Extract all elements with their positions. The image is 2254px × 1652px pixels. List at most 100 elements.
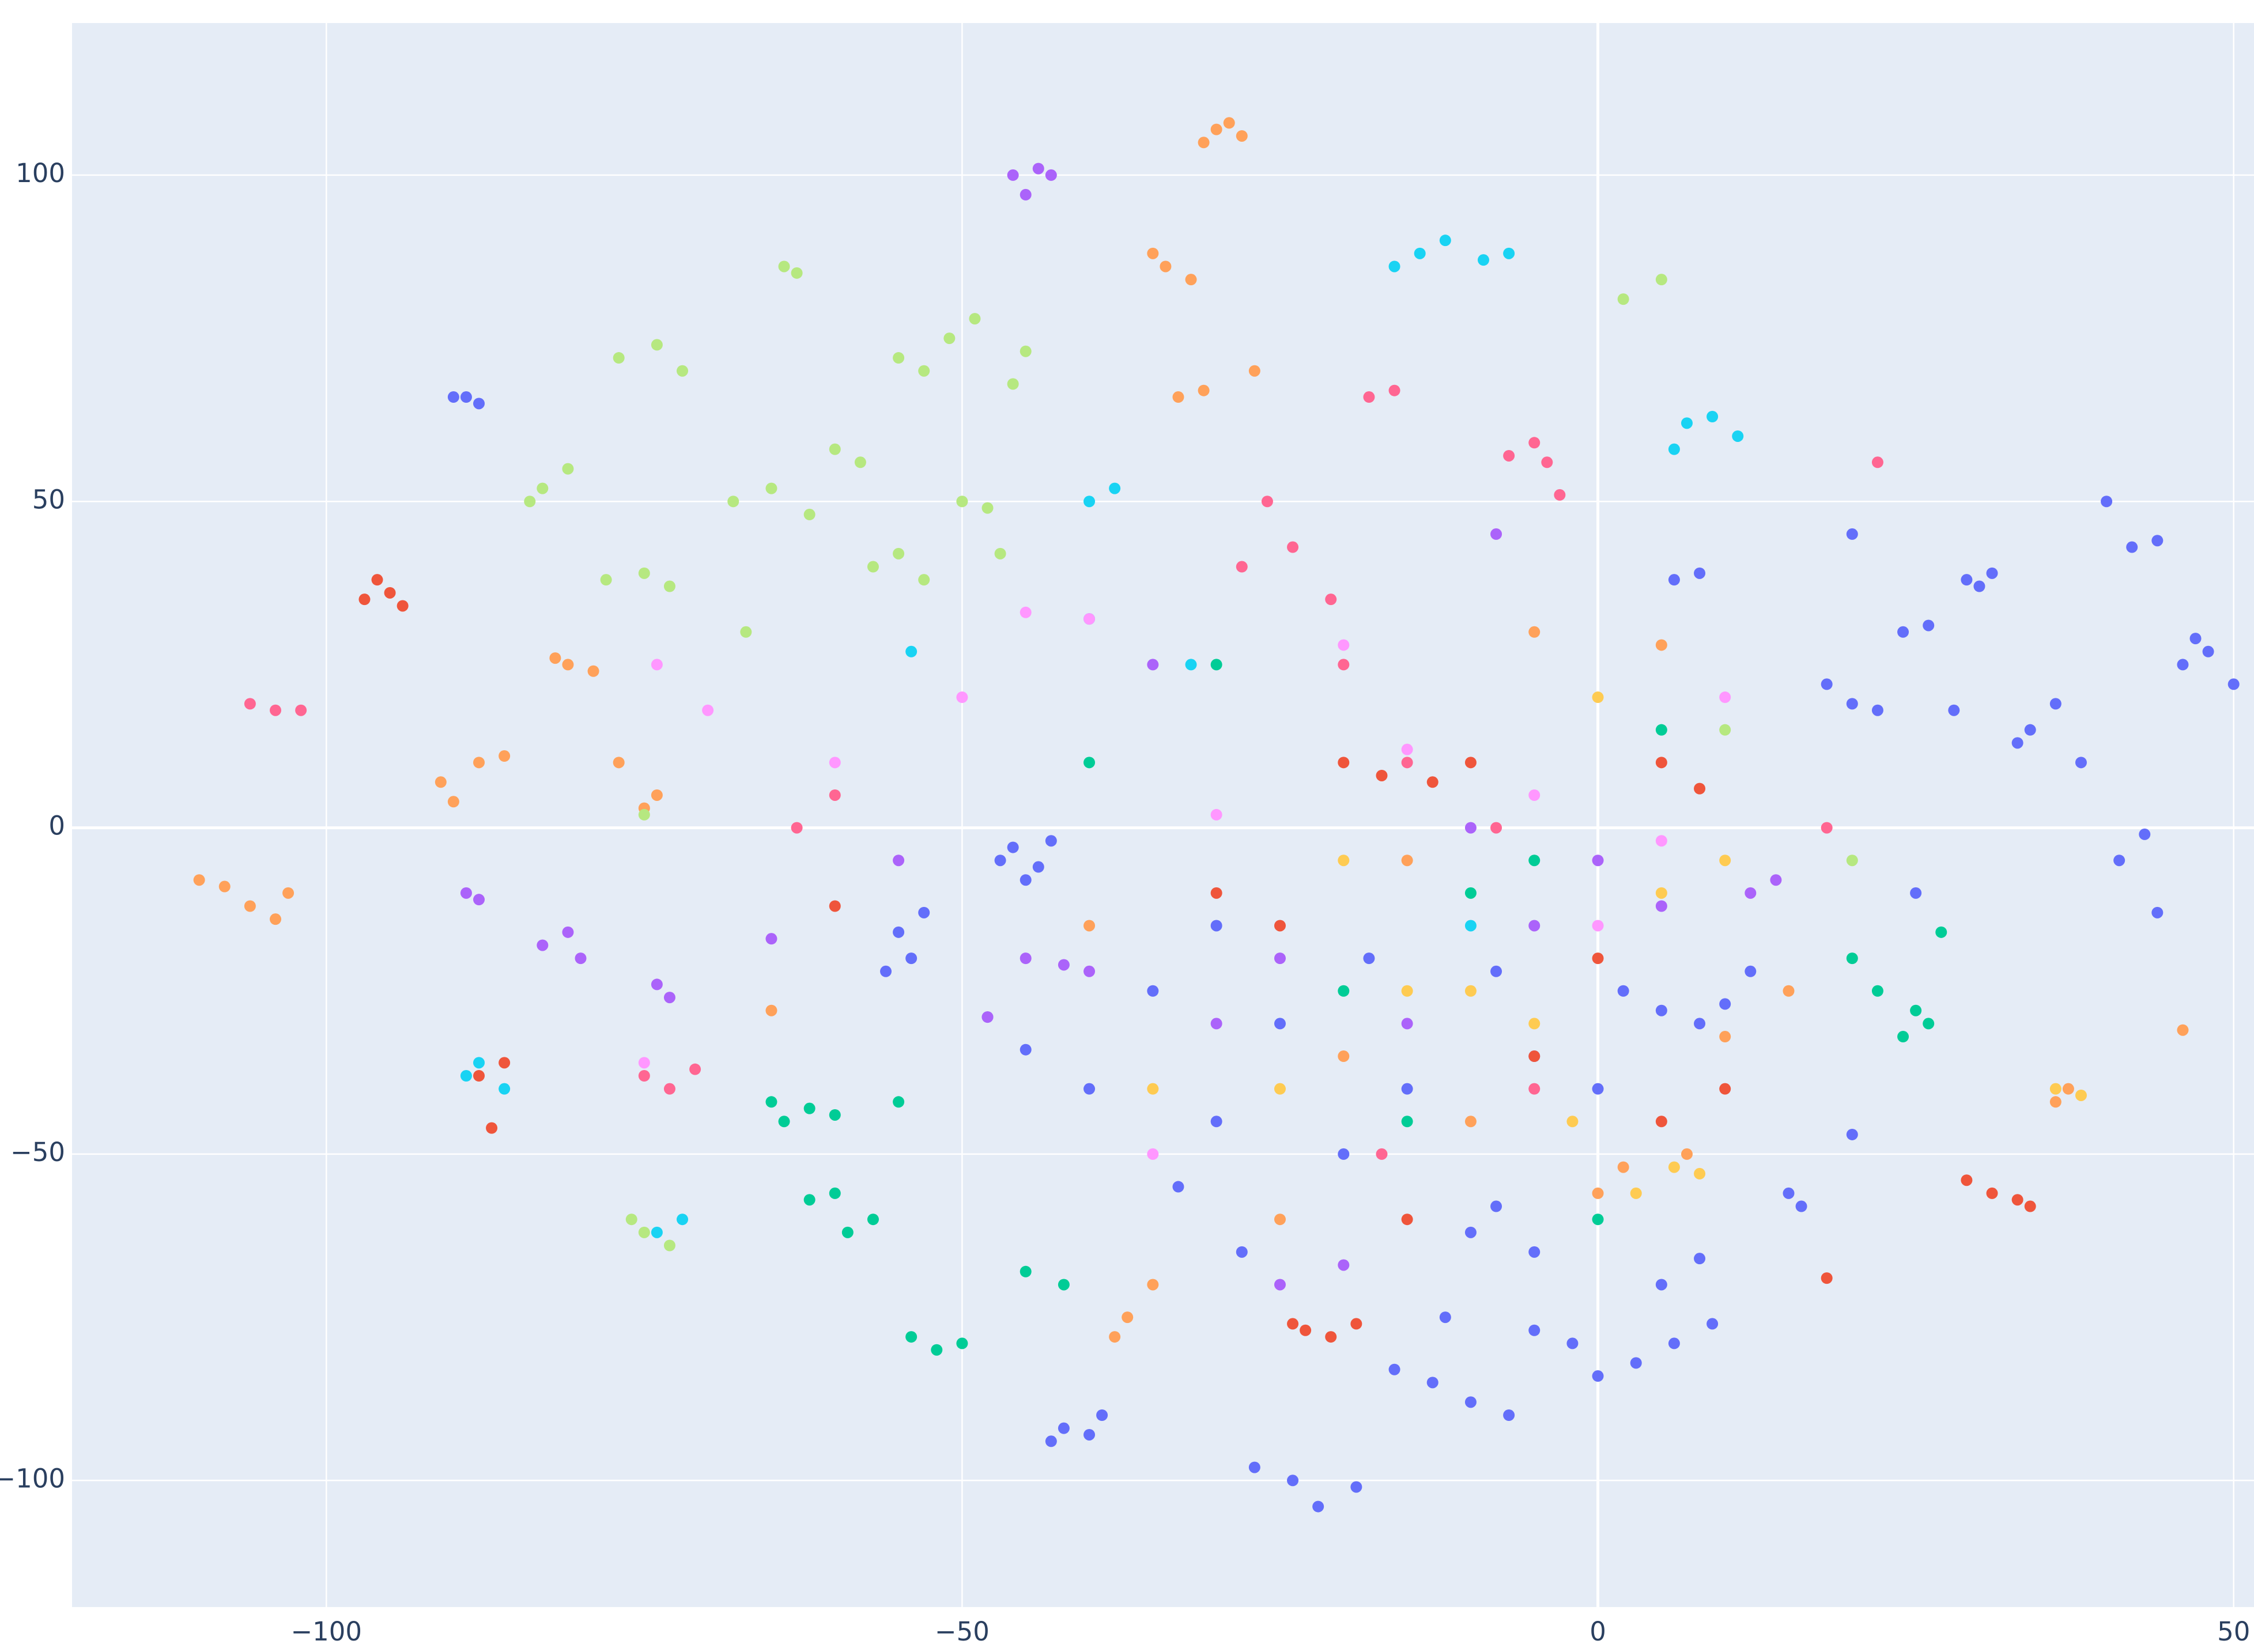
point [2011,737,2023,749]
point [1338,1148,1350,1160]
point [1363,391,1375,403]
point [460,1070,472,1082]
point [1846,952,1858,965]
point [2011,1194,2023,1206]
point [1961,1174,1973,1186]
point [499,1057,511,1069]
point [1401,757,1413,769]
plot-background [72,23,2254,1607]
point [587,665,599,677]
point [1198,384,1210,396]
point [1795,1200,1807,1212]
point [1528,1324,1541,1336]
point [867,1214,879,1226]
point [1681,1148,1693,1160]
point [1007,378,1019,390]
point [1592,1214,1604,1226]
point [1923,1018,1935,1030]
point [1083,1083,1096,1095]
point [1172,391,1184,403]
point [2024,724,2036,736]
point [473,398,485,410]
point [1668,1161,1680,1173]
point [2075,1089,2087,1101]
point [727,496,739,508]
point [1325,1331,1337,1343]
point [1694,1253,1706,1265]
point [2101,496,2113,508]
point [1566,1337,1579,1349]
point [1821,822,1833,834]
point [1745,887,1757,899]
point [829,789,841,801]
point [1338,757,1350,769]
point [956,1337,968,1349]
point [1910,887,1922,899]
point [1719,855,1731,867]
point [1846,528,1858,540]
point [994,547,1006,560]
point [791,267,803,279]
point [918,365,930,377]
point [537,939,549,951]
point [1821,1272,1833,1284]
point [2151,906,2164,918]
point [1464,985,1477,997]
point [1236,130,1248,142]
point [270,704,282,716]
point [1935,926,1947,938]
point [1020,1265,1032,1277]
point [1401,1116,1413,1128]
point [1401,1214,1413,1226]
point [1388,260,1400,273]
point [956,496,968,508]
point [1338,639,1350,651]
point [575,952,587,965]
point [1910,1004,1922,1016]
point [2177,1024,2189,1036]
point [1020,1044,1032,1056]
grid [72,23,2254,1607]
point [2049,1083,2062,1095]
point [905,952,918,965]
point [460,391,472,403]
point [2049,1096,2062,1108]
point [1541,456,1553,468]
point [473,1070,485,1082]
point [1210,659,1222,671]
point [1058,1279,1070,1291]
point [1109,482,1121,494]
point [1198,137,1210,149]
point [1897,626,1909,638]
point [613,757,625,769]
point [1554,489,1566,501]
point [1464,1116,1477,1128]
point [854,456,866,468]
point [1783,985,1795,997]
point [638,808,650,821]
point [803,508,815,520]
point [193,874,205,886]
point [918,574,930,586]
point [1338,985,1350,997]
point [1732,430,1744,442]
point [1147,659,1159,671]
point [841,1226,854,1238]
point [499,750,511,762]
point [829,1109,841,1121]
point [562,463,574,475]
point [1770,874,1782,886]
point [1528,789,1541,801]
point [1706,411,1719,423]
point [638,1226,650,1238]
point [1719,691,1731,704]
point [1401,1083,1413,1095]
point [1592,1187,1604,1199]
point [358,593,371,606]
y-tick-label: −50 [10,1137,65,1167]
point [1528,1050,1541,1063]
point [1007,169,1019,181]
point [1287,1318,1299,1330]
point [1185,659,1197,671]
point [1668,574,1680,586]
